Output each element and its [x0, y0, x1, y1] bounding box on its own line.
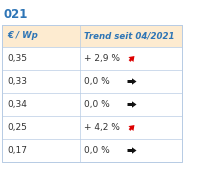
Polygon shape [128, 56, 134, 62]
Polygon shape [128, 101, 136, 108]
Text: 0,0 %: 0,0 % [84, 146, 110, 155]
Bar [2, 139, 182, 162]
Bar [2, 116, 182, 139]
Text: 0,17: 0,17 [7, 146, 27, 155]
Bar [2, 25, 182, 162]
Bar [2, 47, 182, 70]
Text: 0,34: 0,34 [7, 100, 27, 109]
Bar [2, 25, 182, 47]
Bar [2, 70, 182, 93]
Text: 021: 021 [3, 8, 27, 21]
Text: 0,35: 0,35 [7, 54, 27, 63]
Polygon shape [128, 147, 136, 154]
Text: 0,25: 0,25 [7, 123, 27, 132]
Text: € / Wp: € / Wp [7, 31, 38, 40]
Text: 0,0 %: 0,0 % [84, 77, 110, 86]
Bar [2, 93, 182, 116]
Text: + 2,9 %: + 2,9 % [84, 54, 120, 63]
Text: 0,0 %: 0,0 % [84, 100, 110, 109]
Text: 0,33: 0,33 [7, 77, 27, 86]
Polygon shape [128, 125, 134, 131]
Text: + 4,2 %: + 4,2 % [84, 123, 120, 132]
Polygon shape [128, 78, 136, 85]
Text: Trend seit 04/2021: Trend seit 04/2021 [84, 31, 174, 40]
